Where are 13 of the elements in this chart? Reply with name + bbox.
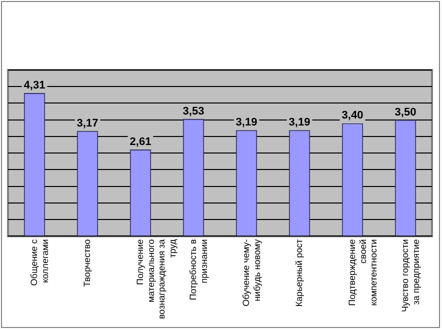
data-label: 3,50	[394, 106, 416, 118]
data-label: 2,61	[130, 136, 152, 148]
x-tick-label: Карьерный рост	[294, 239, 304, 307]
x-tick-label: Получение материального вознаграждения за труд	[134, 238, 178, 320]
data-label: 3,17	[76, 117, 98, 130]
x-tick-label: Творчество	[82, 239, 92, 287]
x-tick-label: Общение с коллегами	[28, 238, 50, 286]
data-label: 4,31	[24, 79, 46, 92]
data-label: 3,53	[182, 105, 204, 118]
data-label: 3,19	[288, 116, 310, 129]
x-tick-label: Подтверждение своей компетентности	[346, 239, 379, 306]
data-label: 3,40	[342, 110, 364, 122]
data-label: 3,19	[236, 116, 258, 129]
